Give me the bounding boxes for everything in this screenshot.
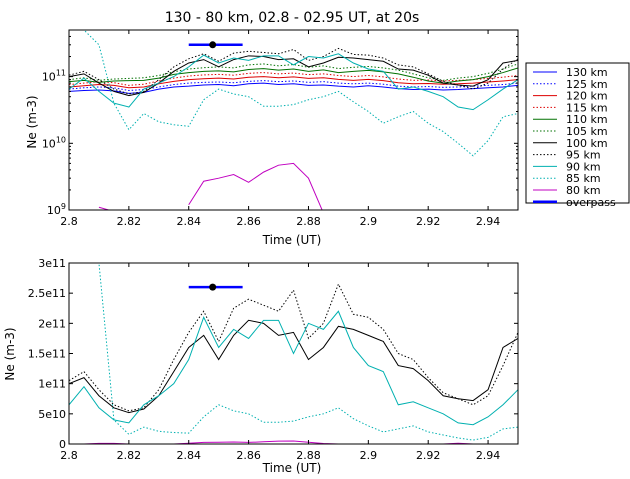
- legend-item-120-km: 120 km: [533, 90, 608, 103]
- top-series-100-km: [69, 55, 518, 97]
- legend-item-130-km: 130 km: [533, 66, 608, 79]
- top-series-105-km: [69, 63, 518, 81]
- legend-item-90-km: 90 km: [533, 160, 601, 173]
- bottom-y-tick-label: 2.5e11: [28, 287, 66, 300]
- bottom-x-tick-label: 2.8: [60, 449, 78, 462]
- bottom-y-axis-label: Ne (m-3): [3, 327, 17, 380]
- bottom-overpass-marker: [209, 283, 217, 291]
- legend-label: 95 km: [566, 149, 601, 162]
- bottom-y-tick-label: 3e11: [38, 257, 66, 270]
- bottom-series-100-km: [69, 319, 518, 414]
- bottom-series-lines: [69, 263, 518, 444]
- legend-item-125-km: 125 km: [533, 78, 608, 91]
- top-x-tick-label: 2.92: [416, 215, 441, 228]
- bottom-y-tick-label: 1.5e11: [28, 348, 66, 361]
- top-plot-area: 2.8 2.82 2.84 2.86 2.88 2.9 2.92 2.94 109 1010 101…: [42, 29, 519, 228]
- bottom-x-tick-label: 2.94: [476, 449, 501, 462]
- legend-item-85-km: 85 km: [533, 172, 601, 185]
- legend-label: 110 km: [566, 113, 608, 126]
- bottom-y-tick-label: 1e11: [38, 378, 66, 391]
- top-x-tick-label: 2.94: [476, 215, 501, 228]
- legend-label: 100 km: [566, 137, 608, 150]
- top-series-95-km: [69, 47, 518, 95]
- legend-item-overpass: overpass: [533, 196, 616, 209]
- legend-label: 105 km: [566, 125, 608, 138]
- top-series-80-km: [99, 163, 458, 213]
- top-series-90-km: [69, 53, 518, 111]
- top-series-125-km: [69, 80, 518, 91]
- legend-label: overpass: [566, 196, 616, 209]
- top-panel: 130 - 80 km, 02.8 - 02.95 UT, at 20s 2.8…: [25, 10, 519, 247]
- bottom-x-tick-label: 2.88: [296, 449, 321, 462]
- top-x-tick-label: 2.84: [176, 215, 201, 228]
- top-x-tick-label: 2.9: [360, 215, 378, 228]
- legend-item-80-km: 80 km: [533, 184, 601, 197]
- top-title: 130 - 80 km, 02.8 - 02.95 UT, at 20s: [165, 10, 420, 26]
- bottom-y-tick-label: 5e10: [38, 408, 66, 421]
- top-overpass-marker: [209, 41, 217, 49]
- top-y-tick-label: 109: [47, 202, 66, 217]
- top-y-axis-label: Ne (m-3): [25, 95, 39, 148]
- top-x-axis-label: Time (UT): [262, 233, 322, 247]
- bottom-x-tick-label: 2.92: [416, 449, 441, 462]
- top-x-tick-label: 2.82: [117, 215, 142, 228]
- bottom-x-tick-label: 2.86: [236, 449, 261, 462]
- top-series-85-km: [82, 30, 518, 157]
- bottom-panel: 2.8 2.82 2.84 2.86 2.88 2.9 2.92 2.94 0 5e10 1e11 1…: [3, 257, 519, 475]
- bottom-x-axis-label: Time (UT): [262, 461, 322, 475]
- bottom-series-85-km: [98, 263, 518, 441]
- top-series-120-km: [69, 76, 518, 89]
- top-y-tick-label: 1010: [42, 135, 66, 150]
- top-y-tick-label: 1011: [42, 69, 66, 84]
- legend-item-110-km: 110 km: [533, 113, 608, 126]
- bottom-x-tick-label: 2.9: [360, 449, 378, 462]
- legend-label: 130 km: [566, 66, 608, 79]
- legend-item-95-km: 95 km: [533, 149, 601, 162]
- legend-label: 85 km: [566, 172, 601, 185]
- legend-label: 125 km: [566, 78, 608, 91]
- bottom-x-tick-label: 2.84: [176, 449, 201, 462]
- bottom-series-90-km: [69, 310, 518, 426]
- legend-label: 115 km: [566, 101, 608, 114]
- legend-item-105-km: 105 km: [533, 125, 608, 138]
- top-series-lines: [69, 30, 518, 213]
- bottom-y-tick-label: 0: [59, 438, 66, 451]
- bottom-x-tick-label: 2.82: [117, 449, 142, 462]
- top-frame: [68, 29, 519, 211]
- top-x-tick-label: 2.8: [60, 215, 78, 228]
- bottom-series-95-km: [69, 282, 518, 412]
- legend-box: [525, 62, 630, 204]
- legend-item-100-km: 100 km: [533, 137, 608, 150]
- top-x-tick-label: 2.86: [236, 215, 261, 228]
- legend-item-115-km: 115 km: [533, 101, 608, 114]
- legend-label: 120 km: [566, 90, 608, 103]
- bottom-plot-area: 2.8 2.82 2.84 2.86 2.88 2.9 2.92 2.94 0 5e10 1e11 1…: [28, 257, 519, 462]
- bottom-y-tick-label: 2e11: [38, 317, 66, 330]
- legend-label: 90 km: [566, 160, 601, 173]
- legend-label: 80 km: [566, 184, 601, 197]
- top-series-110-km: [69, 67, 518, 84]
- bottom-series-80-km: [69, 440, 518, 444]
- top-x-tick-label: 2.88: [296, 215, 321, 228]
